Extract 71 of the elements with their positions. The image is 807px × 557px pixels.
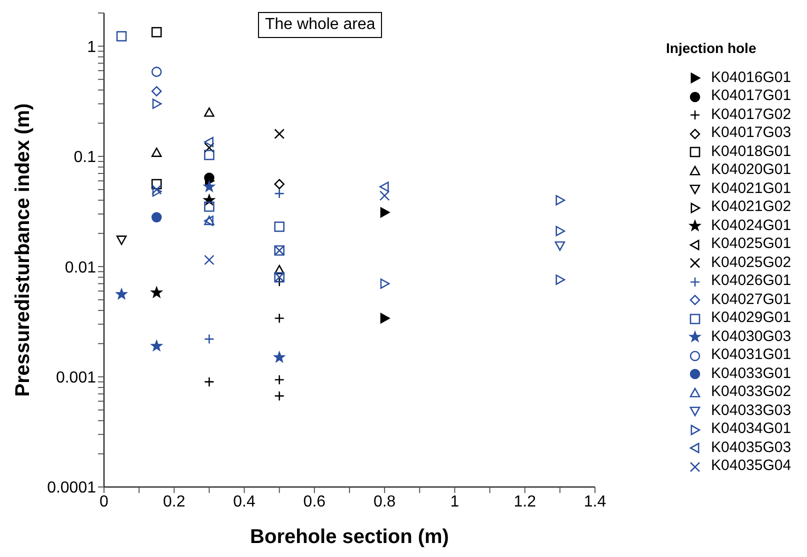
legend-label: K04017G01 (711, 87, 792, 104)
y-tick-label: 0.0001 (47, 480, 96, 497)
point (379, 190, 390, 201)
point (204, 254, 214, 266)
point (116, 236, 127, 245)
point (274, 128, 285, 140)
point (379, 182, 389, 192)
point (151, 66, 162, 77)
y-tick-label: 0.001 (56, 369, 96, 386)
legend-label: K04026G01 (711, 272, 792, 290)
legend-label: K04027G01 (711, 290, 792, 308)
x-tick-label: 1.2 (514, 493, 536, 510)
point (116, 31, 127, 42)
legend-label: K04035G03 (711, 438, 792, 456)
x-tick-label: 0.8 (373, 493, 396, 510)
point (204, 107, 214, 117)
point (151, 287, 162, 298)
x-tick-label: 0.2 (163, 493, 186, 510)
point (274, 264, 285, 274)
point (204, 181, 215, 192)
point (204, 150, 214, 160)
legend-label: K04016G01 (711, 68, 792, 86)
point (151, 212, 162, 222)
point (556, 226, 566, 236)
point (556, 195, 566, 206)
legend-label: K04021G01 (711, 180, 792, 197)
y-tick-label: 0.1 (74, 149, 96, 166)
point (151, 340, 162, 351)
legend-label: K04034G01 (711, 420, 792, 438)
point (151, 27, 162, 38)
x-tick-label: 0.4 (233, 493, 256, 510)
point (380, 313, 390, 324)
point (380, 278, 390, 289)
legend-label: K04030G03 (711, 328, 792, 345)
x-tick-label: 1.4 (584, 493, 606, 510)
legend-label: K04031G01 (711, 346, 792, 364)
point (204, 136, 214, 148)
x-axis-title: Borehole section (m) (250, 526, 449, 548)
point (380, 207, 390, 218)
y-axis-title: Pressuredisturbance index (m) (12, 103, 34, 397)
point (554, 241, 566, 251)
annotation: The whole area (258, 12, 382, 38)
legend-label: K04021G02 (711, 198, 792, 216)
point (274, 178, 285, 190)
point (151, 178, 162, 190)
legend-label: K04020G01 (711, 161, 792, 178)
legend-label: K04017G03 (711, 124, 792, 142)
y-tick-label: 1 (87, 38, 96, 56)
y-tick-label: 0.01 (64, 259, 96, 276)
legend-label: K04018G01 (711, 142, 792, 160)
legend-title: Injection hole (666, 40, 758, 56)
legend-label: K04033G01 (711, 364, 792, 382)
point (151, 148, 162, 157)
legend-label: K04033G02 (711, 383, 792, 400)
x-tick-label: 1 (450, 493, 460, 510)
point (274, 352, 285, 362)
point (151, 86, 162, 96)
point (116, 288, 127, 299)
point (204, 201, 214, 212)
legend-label: K04033G03 (711, 402, 792, 419)
point (152, 98, 162, 109)
legend-label: K04025G02 (711, 254, 792, 271)
legend-label: K04035G04 (711, 457, 792, 474)
x-tick-label: 0 (100, 493, 109, 510)
legend-label: K04017G02 (711, 106, 792, 123)
legend-label: K04025G01 (711, 235, 792, 252)
point (556, 274, 566, 285)
x-tick-label: 0.6 (303, 493, 326, 510)
point (274, 222, 285, 232)
legend-label: K04029G01 (711, 309, 792, 326)
legend-label: K04024G01 (711, 216, 792, 234)
